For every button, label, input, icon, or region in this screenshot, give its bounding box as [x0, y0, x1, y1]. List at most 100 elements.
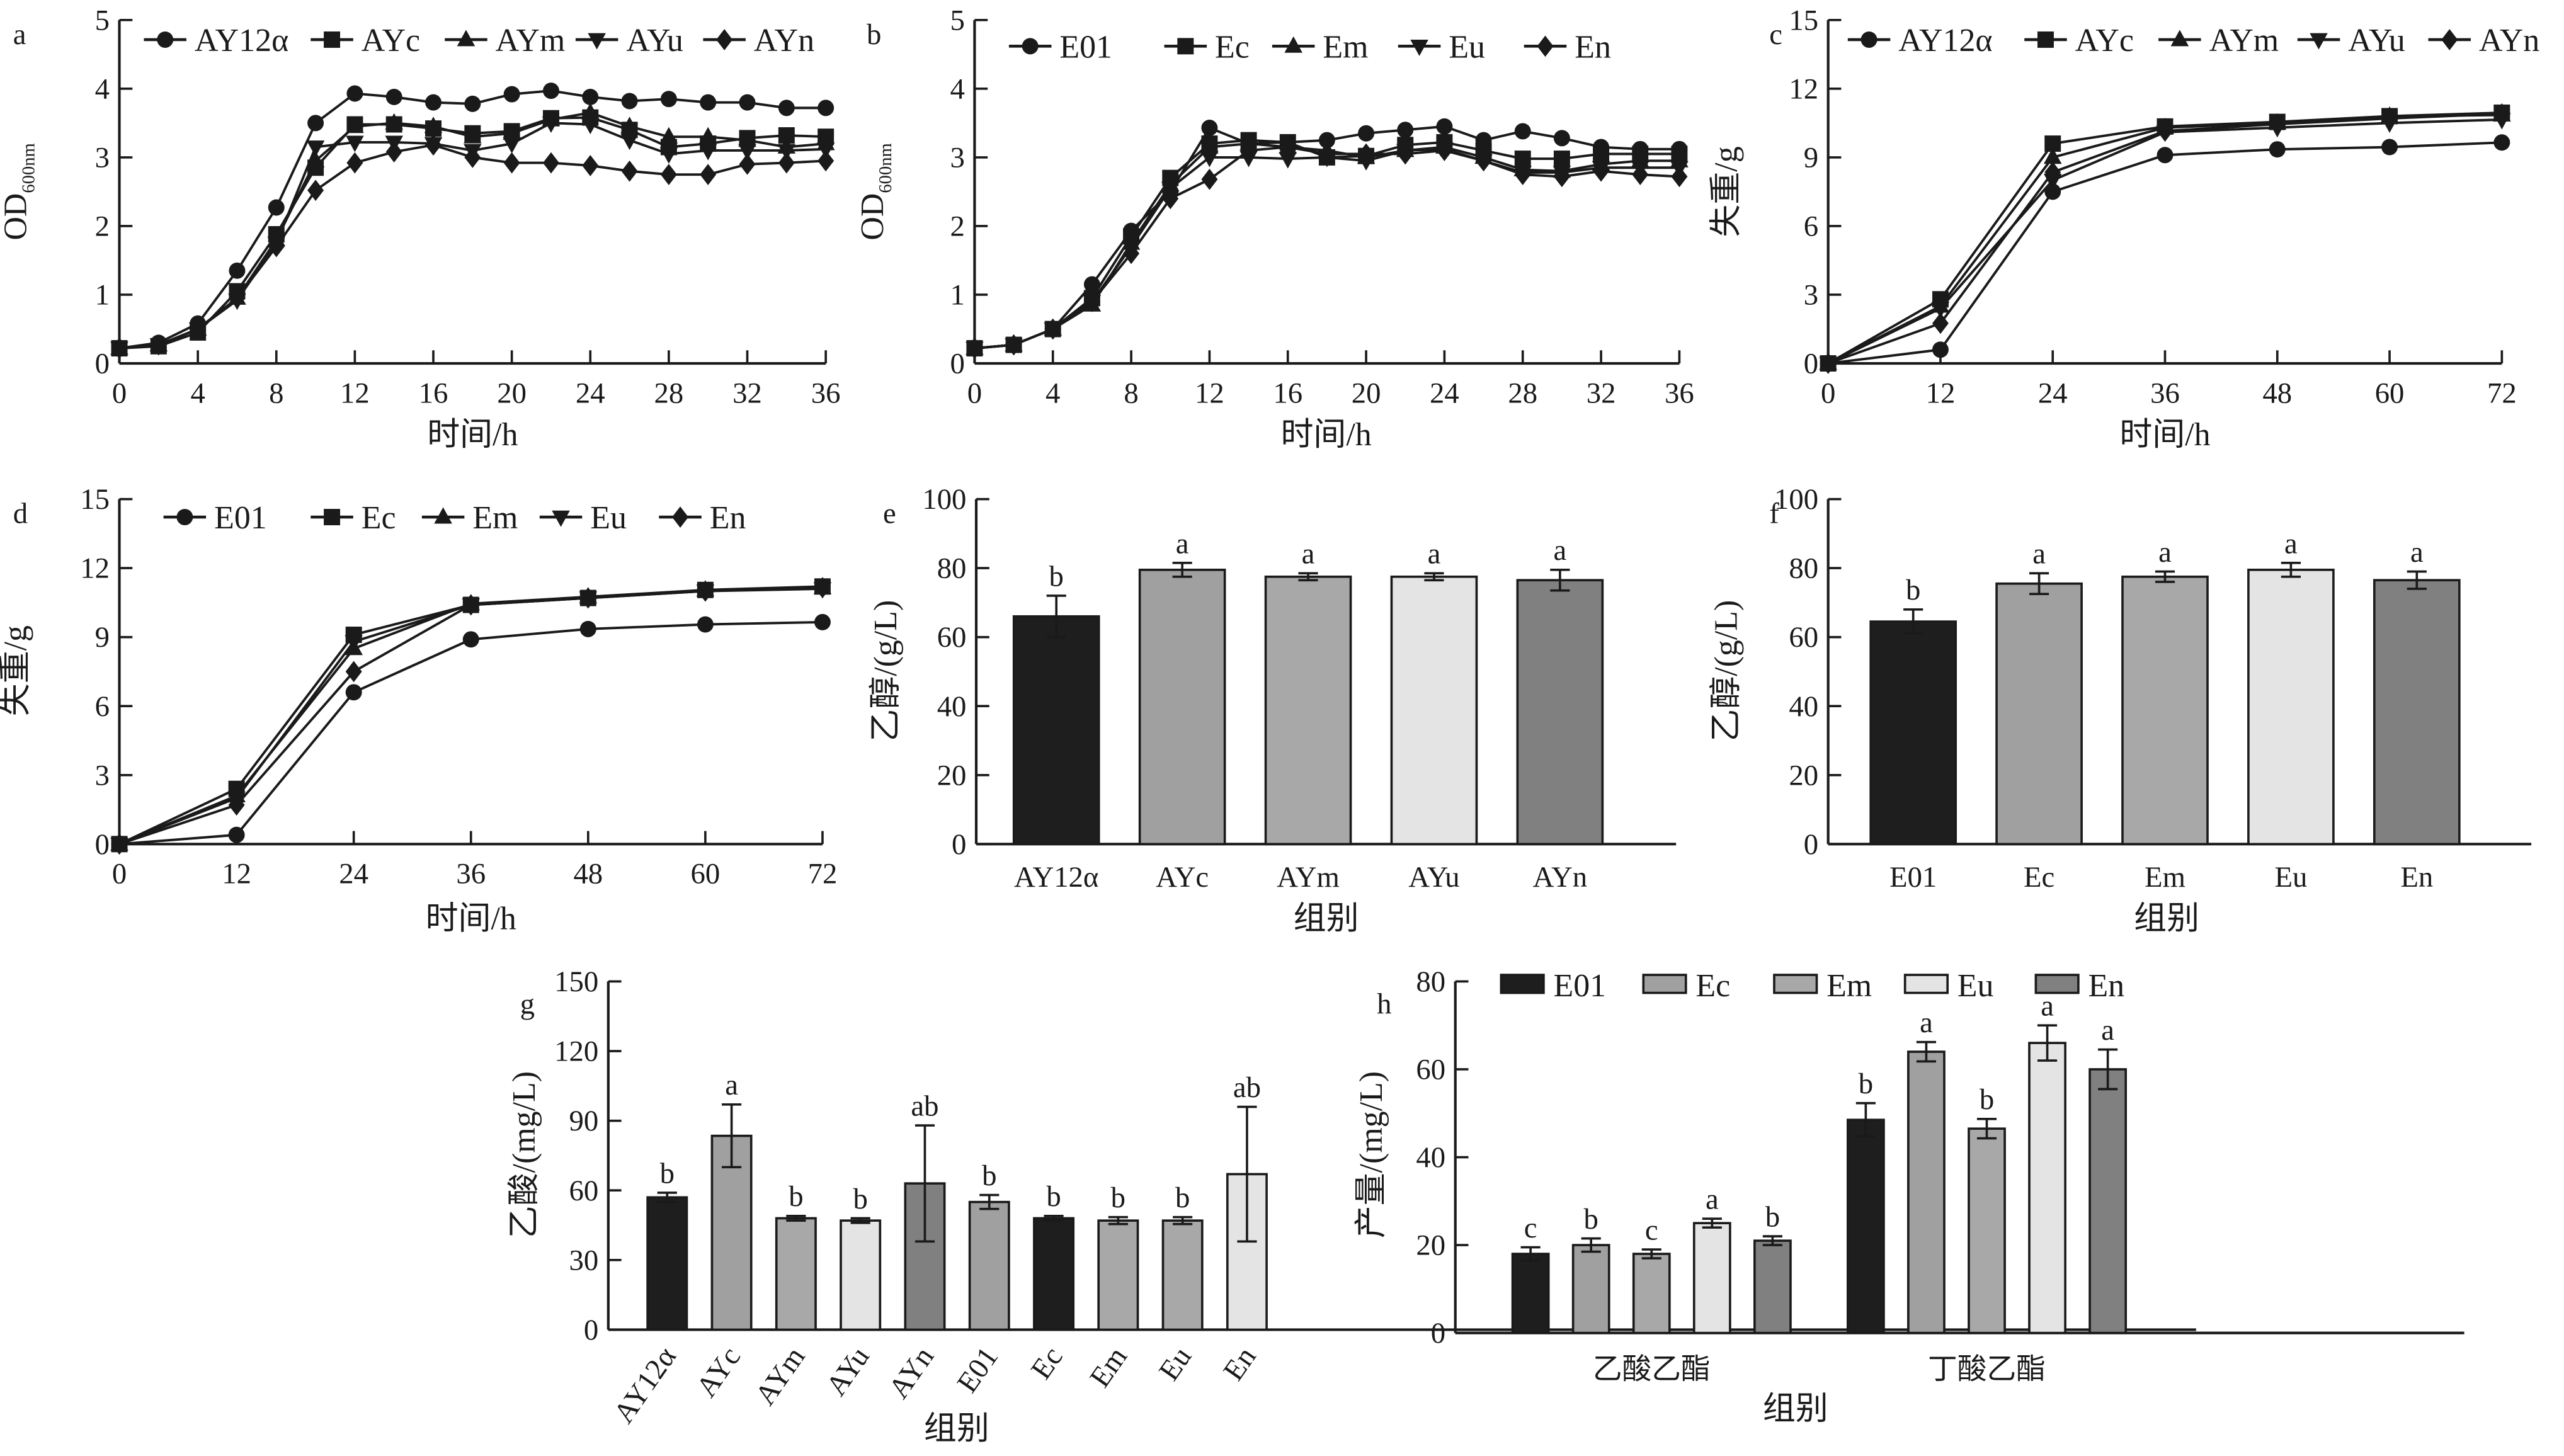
bar [1968, 1127, 2006, 1334]
diamond-marker [1514, 164, 1531, 186]
triangle-up-marker [346, 117, 364, 134]
triangle-up-marker [620, 117, 639, 134]
y-tick-label: 0 [952, 828, 966, 861]
y-axis-label: 失重/g [0, 625, 34, 716]
legend-item: AY12α [1847, 23, 1993, 59]
x-tick-label: 8 [1124, 377, 1138, 409]
x-axis-label: 组别 [924, 1411, 989, 1447]
x-axis-label: 时间/h [427, 417, 518, 453]
diamond-marker [268, 236, 285, 258]
bar [1390, 575, 1478, 846]
legend-item: En [1524, 30, 1611, 65]
diamond-marker [2157, 120, 2174, 142]
x-tick-label: E01 [1889, 861, 1937, 894]
diamond-marker [660, 164, 677, 186]
significance-letter: a [1920, 1006, 1933, 1039]
legend-label: AYn [754, 23, 814, 59]
legend-item: AY12α [144, 23, 288, 59]
bar [2088, 1068, 2128, 1334]
diamond-marker [425, 134, 442, 156]
bar [646, 1196, 688, 1331]
y-tick-label: 12 [1789, 72, 1818, 105]
y-tick-label: 20 [1789, 759, 1818, 792]
x-tick-label: Ec [1025, 1341, 1069, 1385]
legend-label: En [1575, 30, 1611, 65]
diamond-marker [1632, 164, 1649, 186]
diamond-marker [966, 338, 983, 359]
significance-letter: ab [911, 1089, 938, 1122]
y-tick-label: 60 [937, 621, 967, 654]
legend-item: AYn [703, 23, 814, 59]
triangle-up-marker [424, 117, 443, 134]
bar [1516, 579, 1604, 846]
y-axis-label: OD600nm [855, 143, 896, 240]
y-tick-label: 2 [95, 210, 110, 243]
significance-letter: a [2158, 536, 2172, 569]
legend-item: Em [1773, 968, 1872, 1004]
triangle-down-marker [581, 118, 600, 135]
x-tick-label: 12 [340, 377, 370, 409]
diamond-marker [111, 338, 128, 359]
diamond-marker [1436, 140, 1453, 161]
x-tick-label: AYn [1533, 861, 1588, 894]
y-tick-label: 0 [1804, 348, 1818, 380]
triangle-down-marker [503, 137, 521, 154]
circle-icon [157, 31, 174, 48]
legend-label: AY12α [1898, 23, 1992, 59]
circle-marker [346, 85, 363, 102]
y-tick-label: 0 [95, 828, 110, 861]
y-axis-label: 失重/g [1708, 146, 1744, 237]
circle-marker [700, 94, 717, 111]
y-tick-label: 0 [95, 348, 110, 380]
legend-item: Em [421, 500, 518, 536]
circle-marker [425, 94, 442, 111]
legend-item: Em [1272, 30, 1369, 65]
bar [1869, 620, 1957, 846]
x-tick-label: 16 [1273, 377, 1302, 409]
circle-marker [814, 613, 831, 630]
circle-marker [1083, 276, 1100, 293]
x-tick-label: 4 [1046, 377, 1060, 409]
triangle-up-icon [1284, 36, 1302, 53]
series-AY12α [1820, 134, 2510, 372]
circle-marker [739, 94, 756, 111]
y-tick-label: 5 [95, 4, 110, 37]
y-axis-label-main: OD [0, 193, 34, 241]
triangle-up-marker [503, 123, 521, 140]
legend-item: AYu [575, 23, 683, 59]
legend-item: Eu [1398, 30, 1485, 65]
y-tick-label: 4 [950, 72, 964, 105]
circle-marker [542, 82, 559, 100]
triangle-up-marker [306, 151, 325, 168]
diamond-icon [2441, 29, 2458, 50]
triangle-up-marker [464, 127, 482, 144]
diamond-marker [1593, 160, 1610, 182]
circle-marker [582, 88, 599, 105]
bar [1161, 1219, 1204, 1331]
square-icon [1177, 38, 1194, 55]
bar [1138, 569, 1226, 846]
y-tick-label: 0 [1431, 1317, 1445, 1350]
legend-label: Eu [1449, 30, 1485, 65]
bar [1264, 575, 1352, 846]
circle-marker [307, 115, 324, 132]
triangle-up-marker [659, 127, 678, 144]
x-tick-label: 28 [1508, 377, 1537, 409]
bar [1097, 1219, 1139, 1331]
legend-swatch-icon [1773, 974, 1818, 994]
x-tick-label: 36 [456, 858, 486, 890]
x-tick-label: AY12α [1014, 861, 1098, 894]
triangle-down-marker [698, 144, 717, 161]
triangle-up-marker [581, 103, 600, 120]
panel-label: b [867, 18, 881, 51]
circle-marker [2381, 139, 2398, 156]
significance-letter: c [1524, 1212, 1537, 1244]
x-tick-label: 4 [190, 377, 205, 409]
significance-letter: a [2410, 536, 2424, 569]
diamond-marker [621, 160, 638, 182]
legend-label: Ec [1215, 30, 1250, 65]
diamond-marker [697, 580, 714, 602]
x-axis-label: 组别 [1294, 901, 1359, 936]
triangle-down-marker [1931, 302, 1950, 319]
